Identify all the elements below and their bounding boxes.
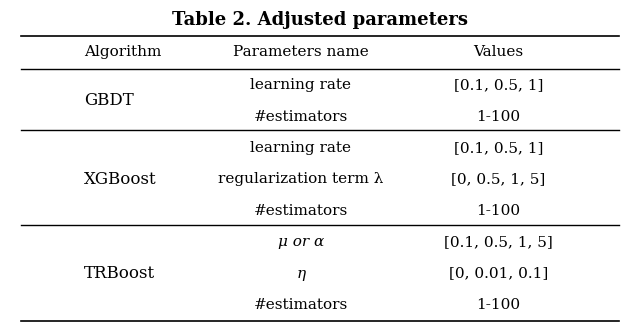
Text: #estimators: #estimators [253, 110, 348, 123]
Text: Values: Values [474, 45, 524, 59]
Text: 1-100: 1-100 [476, 110, 520, 123]
Text: [0, 0.5, 1, 5]: [0, 0.5, 1, 5] [451, 172, 545, 186]
Text: learning rate: learning rate [250, 78, 351, 92]
Text: μ or α: μ or α [278, 235, 324, 249]
Text: Parameters name: Parameters name [233, 45, 369, 59]
Text: 1-100: 1-100 [476, 204, 520, 218]
Text: 1-100: 1-100 [476, 298, 520, 312]
Text: GBDT: GBDT [84, 92, 134, 109]
Text: #estimators: #estimators [253, 298, 348, 312]
Text: [0.1, 0.5, 1]: [0.1, 0.5, 1] [454, 141, 543, 155]
Text: [0.1, 0.5, 1, 5]: [0.1, 0.5, 1, 5] [444, 235, 553, 249]
Text: regularization term λ: regularization term λ [218, 172, 383, 186]
Text: Algorithm: Algorithm [84, 45, 162, 59]
Text: learning rate: learning rate [250, 141, 351, 155]
Text: η: η [296, 267, 305, 280]
Text: XGBoost: XGBoost [84, 171, 157, 188]
Text: #estimators: #estimators [253, 204, 348, 218]
Text: TRBoost: TRBoost [84, 265, 156, 282]
Text: Table 2. Adjusted parameters: Table 2. Adjusted parameters [172, 11, 468, 29]
Text: [0.1, 0.5, 1]: [0.1, 0.5, 1] [454, 78, 543, 92]
Text: [0, 0.01, 0.1]: [0, 0.01, 0.1] [449, 267, 548, 280]
